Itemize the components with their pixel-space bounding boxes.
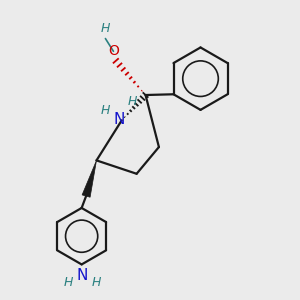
Text: N: N (114, 112, 125, 127)
Text: H: H (64, 276, 73, 289)
Text: H: H (101, 104, 110, 117)
Text: O: O (108, 44, 119, 58)
Text: H: H (91, 276, 101, 289)
Text: N: N (76, 268, 88, 283)
Text: H: H (128, 95, 137, 108)
Text: H: H (101, 22, 110, 35)
Polygon shape (82, 160, 97, 197)
